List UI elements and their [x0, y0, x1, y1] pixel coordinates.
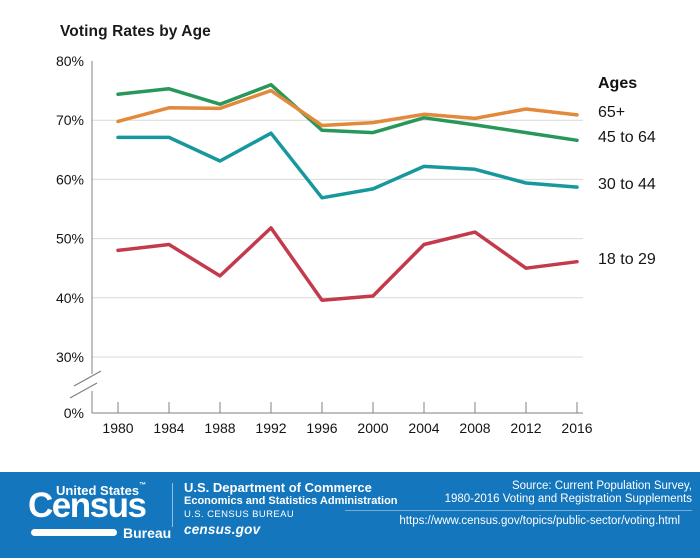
footer: United States™ Census Bureau U.S. Depart… — [0, 472, 700, 558]
x-axis-label-2016: 2016 — [561, 420, 592, 436]
series-line-45-to-64 — [116, 82, 579, 143]
census-gov-link[interactable]: census.gov — [184, 521, 261, 537]
footer-vertical-divider — [172, 483, 173, 527]
source-block: Source: Current Population Survey, 1980-… — [345, 480, 692, 528]
y-axis-label-40: 40% — [56, 290, 84, 306]
census-bureau-logo: United States™ Census Bureau — [0, 472, 175, 558]
y-axis-label-50: 50% — [56, 231, 84, 247]
y-axis-label-0: 0% — [64, 405, 84, 421]
x-axis-label-1992: 1992 — [255, 420, 286, 436]
chart-title: Voting Rates by Age — [60, 23, 211, 40]
logo-underline-bar — [31, 529, 117, 537]
dept-commerce-line: U.S. Department of Commerce — [184, 480, 372, 495]
logo-bureau-row: Bureau — [31, 524, 171, 542]
source-divider-line — [345, 510, 692, 511]
logo-united-states: United States™ — [56, 482, 147, 498]
source-url-link[interactable]: https://www.census.gov/topics/public-sec… — [399, 515, 680, 527]
y-axis-label-60: 60% — [56, 171, 84, 187]
voting-rates-line-chart: 80% 70% 60% 50% 40% 30% 0% 1980 1984 1988 1992 1996… — [56, 53, 593, 436]
x-axis-label-2004: 2004 — [408, 420, 439, 436]
y-axis-label-30: 30% — [56, 349, 84, 365]
axis-break-slash-lower — [69, 382, 98, 399]
department-block: U.S. Department of Commerce Economics an… — [184, 481, 398, 536]
x-axis-label-2008: 2008 — [459, 420, 490, 436]
trademark-symbol: ™ — [139, 482, 147, 489]
dept-esa-line: Economics and Statistics Administration — [184, 495, 398, 507]
x-axis-label-2012: 2012 — [510, 420, 541, 436]
source-line-2: 1980-2016 Voting and Registration Supple… — [444, 493, 692, 505]
x-axis-label-1980: 1980 — [102, 420, 133, 436]
dept-census-bureau-line: U.S. CENSUS BUREAU — [184, 509, 295, 520]
x-axis-label-2000: 2000 — [357, 420, 388, 436]
x-axis-label-1988: 1988 — [204, 420, 235, 436]
series-line-30-to-44 — [116, 131, 579, 200]
series-line-65- — [116, 88, 579, 128]
y-axis-label-80: 80% — [56, 53, 84, 69]
x-axis-label-1984: 1984 — [153, 420, 184, 436]
logo-bureau: Bureau — [123, 524, 172, 541]
x-axis-label-1996: 1996 — [306, 420, 337, 436]
y-axis-label-70: 70% — [56, 112, 84, 128]
series-line-18-to-29 — [116, 226, 579, 302]
source-line-1: Source: Current Population Survey, — [511, 480, 692, 492]
axis-break-slash-upper — [73, 370, 102, 387]
logo-census: Census — [28, 486, 147, 525]
